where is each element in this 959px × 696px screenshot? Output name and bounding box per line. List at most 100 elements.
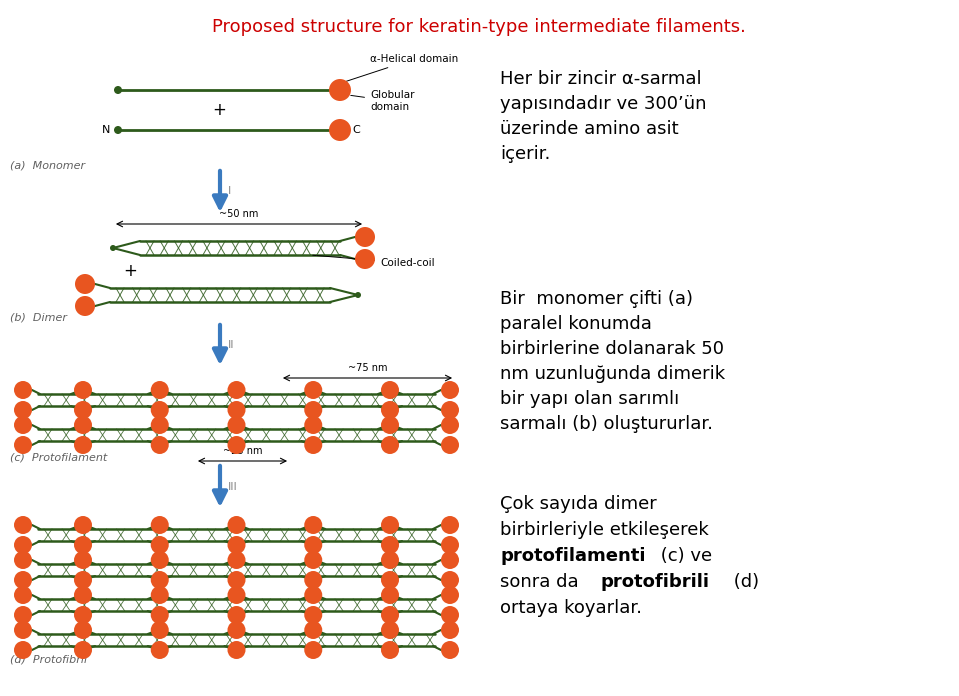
Circle shape (381, 436, 399, 454)
Circle shape (151, 401, 169, 419)
Text: sonra da: sonra da (500, 573, 584, 591)
Circle shape (227, 536, 246, 554)
Circle shape (14, 516, 32, 534)
Circle shape (14, 401, 32, 419)
Circle shape (14, 571, 32, 589)
Circle shape (441, 586, 459, 604)
Circle shape (227, 641, 246, 659)
Circle shape (151, 571, 169, 589)
Text: (c) ve: (c) ve (655, 547, 713, 565)
Circle shape (441, 401, 459, 419)
Circle shape (329, 79, 351, 101)
Text: ~75 nm: ~75 nm (348, 363, 387, 373)
Circle shape (74, 536, 92, 554)
Circle shape (151, 586, 169, 604)
Text: +: + (123, 262, 137, 280)
Text: I: I (228, 187, 231, 196)
Circle shape (441, 551, 459, 569)
Circle shape (14, 536, 32, 554)
Circle shape (151, 516, 169, 534)
Circle shape (227, 551, 246, 569)
Circle shape (441, 536, 459, 554)
Circle shape (14, 586, 32, 604)
Circle shape (14, 606, 32, 624)
Text: ~25 nm: ~25 nm (222, 446, 262, 456)
Text: II: II (228, 340, 235, 350)
Circle shape (227, 606, 246, 624)
Text: α-Helical domain: α-Helical domain (338, 54, 458, 84)
Circle shape (151, 381, 169, 399)
Circle shape (355, 249, 375, 269)
Circle shape (381, 536, 399, 554)
Text: protofibrili: protofibrili (600, 573, 709, 591)
Circle shape (74, 586, 92, 604)
Circle shape (227, 436, 246, 454)
Circle shape (441, 621, 459, 639)
Circle shape (151, 606, 169, 624)
Circle shape (14, 641, 32, 659)
Circle shape (14, 551, 32, 569)
Circle shape (381, 516, 399, 534)
Circle shape (381, 606, 399, 624)
Circle shape (114, 126, 122, 134)
Circle shape (227, 381, 246, 399)
Circle shape (304, 586, 322, 604)
Circle shape (227, 571, 246, 589)
Circle shape (114, 86, 122, 94)
Circle shape (304, 606, 322, 624)
Circle shape (441, 381, 459, 399)
Text: (a)  Monomer: (a) Monomer (10, 160, 85, 170)
Circle shape (441, 416, 459, 434)
Circle shape (441, 606, 459, 624)
Text: Bir  monomer çifti (a)
paralel konumda
birbirlerine dolanarak 50
nm uzunluğunda : Bir monomer çifti (a) paralel konumda bi… (500, 290, 725, 433)
Text: protofilamenti: protofilamenti (500, 547, 645, 565)
Circle shape (381, 586, 399, 604)
Circle shape (14, 416, 32, 434)
Text: (d)  Protofibril: (d) Protofibril (10, 655, 87, 665)
Circle shape (227, 586, 246, 604)
Circle shape (381, 551, 399, 569)
Circle shape (304, 551, 322, 569)
Text: Proposed structure for keratin-type intermediate filaments.: Proposed structure for keratin-type inte… (212, 18, 746, 36)
Circle shape (304, 381, 322, 399)
Circle shape (74, 416, 92, 434)
Circle shape (381, 571, 399, 589)
Circle shape (304, 536, 322, 554)
Circle shape (441, 571, 459, 589)
Circle shape (110, 245, 116, 251)
Circle shape (74, 436, 92, 454)
Text: Çok sayıda dimer: Çok sayıda dimer (500, 495, 657, 513)
Circle shape (304, 401, 322, 419)
Circle shape (304, 621, 322, 639)
Circle shape (74, 641, 92, 659)
Circle shape (14, 436, 32, 454)
Text: C: C (352, 125, 360, 135)
Text: Her bir zincir α-sarmal
yapısındadır ve 300’ün
üzerinde amino asit
içerir.: Her bir zincir α-sarmal yapısındadır ve … (500, 70, 707, 163)
Circle shape (381, 621, 399, 639)
Text: (d): (d) (728, 573, 760, 591)
Circle shape (151, 621, 169, 639)
Circle shape (441, 436, 459, 454)
Circle shape (227, 516, 246, 534)
Text: (b)  Dimer: (b) Dimer (10, 312, 67, 322)
Circle shape (304, 436, 322, 454)
Circle shape (74, 571, 92, 589)
Circle shape (381, 416, 399, 434)
Circle shape (441, 641, 459, 659)
Circle shape (304, 571, 322, 589)
Text: birbirleriyle etkileşerek: birbirleriyle etkileşerek (500, 521, 709, 539)
Circle shape (74, 516, 92, 534)
Circle shape (381, 381, 399, 399)
Circle shape (75, 274, 95, 294)
Text: N: N (102, 125, 110, 135)
Circle shape (304, 641, 322, 659)
Circle shape (151, 416, 169, 434)
Circle shape (381, 641, 399, 659)
Circle shape (74, 381, 92, 399)
Circle shape (74, 401, 92, 419)
Text: III: III (228, 482, 238, 491)
Circle shape (381, 401, 399, 419)
Circle shape (74, 551, 92, 569)
Circle shape (151, 551, 169, 569)
Circle shape (329, 119, 351, 141)
